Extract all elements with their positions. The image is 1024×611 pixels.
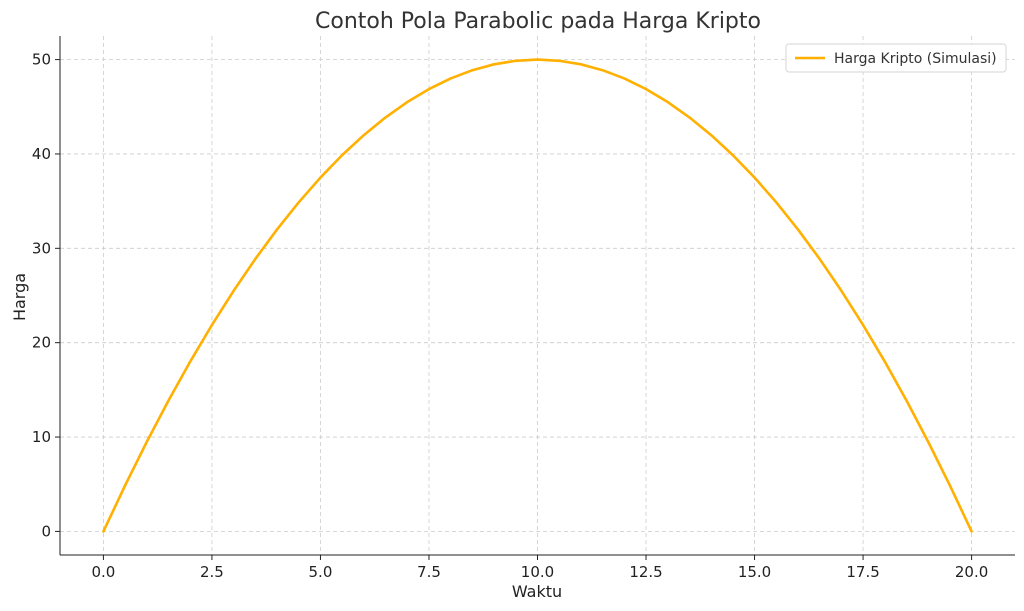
grid: [60, 36, 1015, 555]
x-axis-label: Waktu: [512, 582, 562, 601]
x-tick-label: 12.5: [629, 563, 662, 581]
y-axis-label: Harga: [10, 273, 29, 321]
x-tick-label: 5.0: [309, 563, 333, 581]
x-tick-label: 17.5: [846, 563, 879, 581]
y-tick-label: 30: [32, 239, 51, 257]
y-tick-label: 40: [32, 145, 51, 163]
legend-box: [785, 43, 1007, 73]
x-tick-label: 10.0: [521, 563, 554, 581]
x-tick-label: 2.5: [200, 563, 224, 581]
chart-title: Contoh Pola Parabolic pada Harga Kripto: [315, 9, 761, 34]
legend-label: Harga Kripto (Simulasi): [834, 51, 997, 67]
x-tick-label: 20.0: [955, 563, 988, 581]
x-ticks: 0.0 2.5 5.0 7.5 10.0 12.5 15.0 17.5 20.0: [91, 555, 988, 581]
x-tick-label: 0.0: [91, 563, 115, 581]
y-tick-label: 20: [32, 334, 51, 352]
y-tick-label: 10: [32, 428, 51, 446]
y-tick-label: 0: [41, 522, 51, 540]
series-layer: [102, 58, 973, 533]
x-tick-label: 7.5: [417, 563, 441, 581]
x-tick-label: 15.0: [738, 563, 771, 581]
legend: Harga Kripto (Simulasi): [785, 43, 1007, 73]
y-tick-label: 50: [32, 51, 51, 69]
y-ticks: 0 10 20 30 40 50: [32, 51, 60, 540]
series-line: [102, 58, 973, 533]
